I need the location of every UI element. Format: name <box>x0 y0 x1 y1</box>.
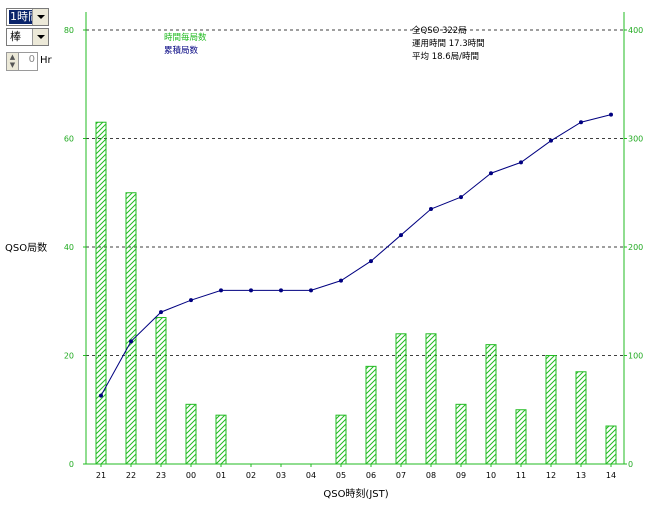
bar <box>95 121 107 465</box>
y-tick-label: 60 <box>64 135 74 144</box>
bar <box>365 365 377 465</box>
stepper-up-icon[interactable]: ▲ <box>9 53 16 61</box>
chevron-down-icon[interactable] <box>32 29 48 45</box>
y-tick-label: 20 <box>64 352 74 361</box>
x-tick-label: 10 <box>486 471 496 480</box>
cumulative-point <box>219 288 223 293</box>
x-tick-label: 05 <box>336 471 346 480</box>
tick-labels: 0 20 40 60 80 0 100 200 300 400 21 22 23 00 01 02 03 04 05… <box>64 26 643 480</box>
cumulative-point <box>339 278 343 283</box>
bar <box>455 403 467 465</box>
hours-value: 0 <box>28 54 35 65</box>
cumulative-point <box>99 393 103 398</box>
x-tick-label: 12 <box>546 471 556 480</box>
y-tick-label: 40 <box>64 243 74 252</box>
y-axis-label: QSO局数 <box>5 241 47 254</box>
y2-tick-label: 400 <box>628 26 643 35</box>
cumulative-point <box>249 288 253 293</box>
y2-tick-label: 0 <box>628 460 633 469</box>
cumulative-point <box>189 298 193 303</box>
bar <box>155 317 167 465</box>
x-tick-label: 00 <box>186 471 196 480</box>
x-tick-label: 01 <box>216 471 226 480</box>
bar <box>485 344 497 465</box>
y2-tick-label: 300 <box>628 135 643 144</box>
interval-select[interactable]: 1時間 <box>6 8 49 26</box>
cumulative-point <box>309 288 313 293</box>
legend-cumulative: 累積局数 <box>164 45 199 56</box>
hours-unit-label: Hr <box>40 55 52 66</box>
bar <box>125 192 137 465</box>
bar <box>425 333 437 465</box>
cumulative-point <box>489 171 493 176</box>
y-tick-label: 80 <box>64 26 74 35</box>
x-tick-label: 07 <box>396 471 406 480</box>
cumulative-point <box>399 233 403 238</box>
x-tick-label: 11 <box>516 471 526 480</box>
hourly-bars <box>95 121 617 465</box>
y-tick-label: 0 <box>69 460 74 469</box>
cumulative-point <box>459 195 463 200</box>
grid-lines <box>86 29 624 356</box>
cumulative-point <box>549 138 553 143</box>
legend-hourly: 時間毎局数 <box>164 32 207 43</box>
bar <box>185 403 197 465</box>
x-tick-label: 03 <box>276 471 286 480</box>
summary-average: 平均 18.6局/時間 <box>412 51 479 62</box>
x-tick-label: 02 <box>246 471 256 480</box>
x-tick-label: 23 <box>156 471 166 480</box>
cumulative-line <box>99 112 613 398</box>
cumulative-point <box>519 160 523 165</box>
x-tick-label: 13 <box>576 471 586 480</box>
chevron-down-icon[interactable] <box>32 9 48 25</box>
axes <box>83 12 627 467</box>
chart-style-select[interactable]: 棒 <box>6 28 49 46</box>
y2-tick-label: 200 <box>628 243 643 252</box>
bar <box>515 409 527 465</box>
chart-style-select-value: 棒 <box>10 30 21 43</box>
stepper-down-icon[interactable]: ▼ <box>9 61 16 69</box>
x-tick-label: 04 <box>306 471 316 480</box>
x-tick-label: 08 <box>426 471 436 480</box>
summary-total: 全QSO 322局 <box>412 25 467 36</box>
bar <box>395 333 407 465</box>
y2-tick-label: 100 <box>628 352 643 361</box>
cumulative-point <box>129 339 133 344</box>
cumulative-point <box>369 259 373 264</box>
x-tick-label: 22 <box>126 471 136 480</box>
x-tick-label: 09 <box>456 471 466 480</box>
bar <box>605 425 617 465</box>
cumulative-point <box>279 288 283 293</box>
x-tick-label: 21 <box>96 471 106 480</box>
cumulative-polyline <box>100 114 612 396</box>
bar <box>575 371 587 465</box>
summary-hours: 運用時間 17.3時間 <box>412 39 485 49</box>
cumulative-point <box>579 120 583 125</box>
bar <box>335 414 347 465</box>
x-tick-label: 06 <box>366 471 376 480</box>
bar <box>215 414 227 465</box>
x-tick-label: 14 <box>606 471 616 480</box>
cumulative-point <box>609 112 613 117</box>
cumulative-point <box>429 207 433 212</box>
bar <box>545 355 557 465</box>
stepper-buttons[interactable]: ▲ ▼ <box>7 53 19 70</box>
cumulative-point <box>159 310 163 315</box>
x-axis-label: QSO時刻(JST) <box>323 487 388 500</box>
hours-stepper[interactable]: ▲ ▼ 0 <box>6 52 38 71</box>
